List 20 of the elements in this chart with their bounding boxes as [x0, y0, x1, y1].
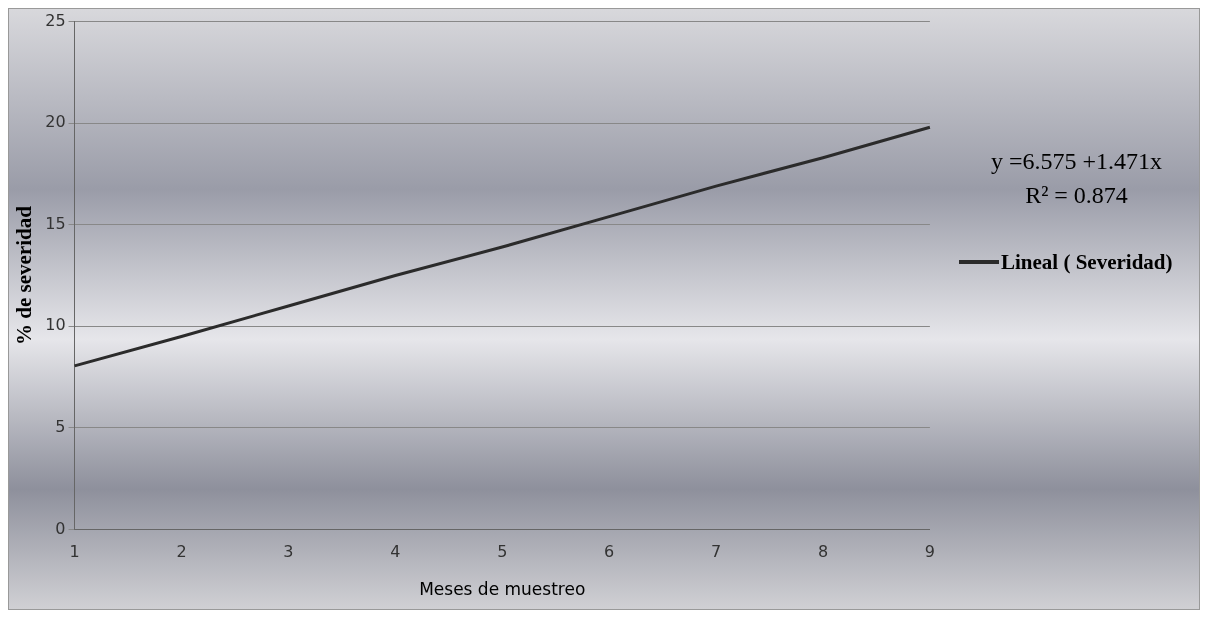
- y-tick-label: 0: [55, 518, 66, 538]
- y-tick-label: 10: [45, 315, 66, 335]
- y-tick-label: 15: [45, 213, 66, 233]
- x-tick-label: 9: [924, 542, 935, 562]
- x-tick-label: 5: [497, 542, 508, 562]
- y-axis-title: % de severidad: [12, 205, 37, 345]
- legend-label: Lineal ( Severidad): [1001, 249, 1174, 275]
- x-tick-label: 4: [390, 542, 401, 562]
- text: y =6.575 +1.471x: [989, 147, 1164, 176]
- y-tick-label: 25: [45, 10, 66, 30]
- x-tick-label: 2: [176, 542, 187, 562]
- y-tick-label: 20: [45, 112, 66, 132]
- text: R² = 0.874: [1024, 181, 1129, 210]
- x-tick-label: 1: [69, 542, 80, 562]
- x-tick-label: 8: [817, 542, 829, 562]
- x-tick-label: 6: [604, 542, 615, 562]
- x-tick-label: 7: [710, 542, 722, 562]
- x-tick-label: 3: [283, 542, 294, 562]
- y-tick-label: 5: [55, 417, 66, 436]
- x-axis-title: Meses de muestreo: [419, 579, 586, 600]
